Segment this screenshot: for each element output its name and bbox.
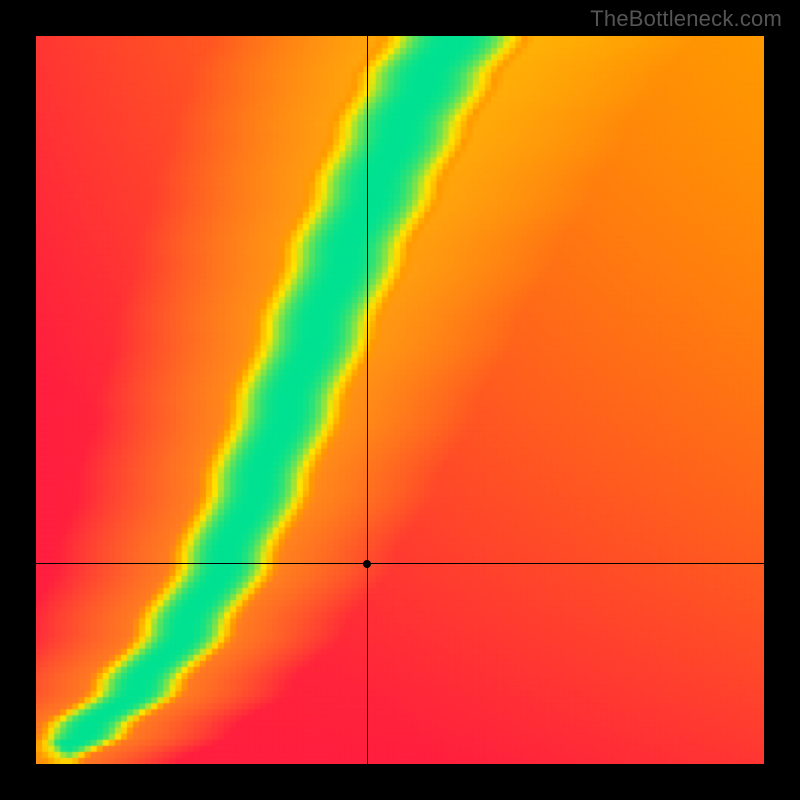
crosshair-horizontal bbox=[36, 563, 764, 564]
watermark-text: TheBottleneck.com bbox=[590, 6, 782, 32]
bottleneck-heatmap bbox=[36, 36, 764, 764]
crosshair-dot bbox=[363, 560, 371, 568]
crosshair-vertical bbox=[367, 36, 368, 764]
